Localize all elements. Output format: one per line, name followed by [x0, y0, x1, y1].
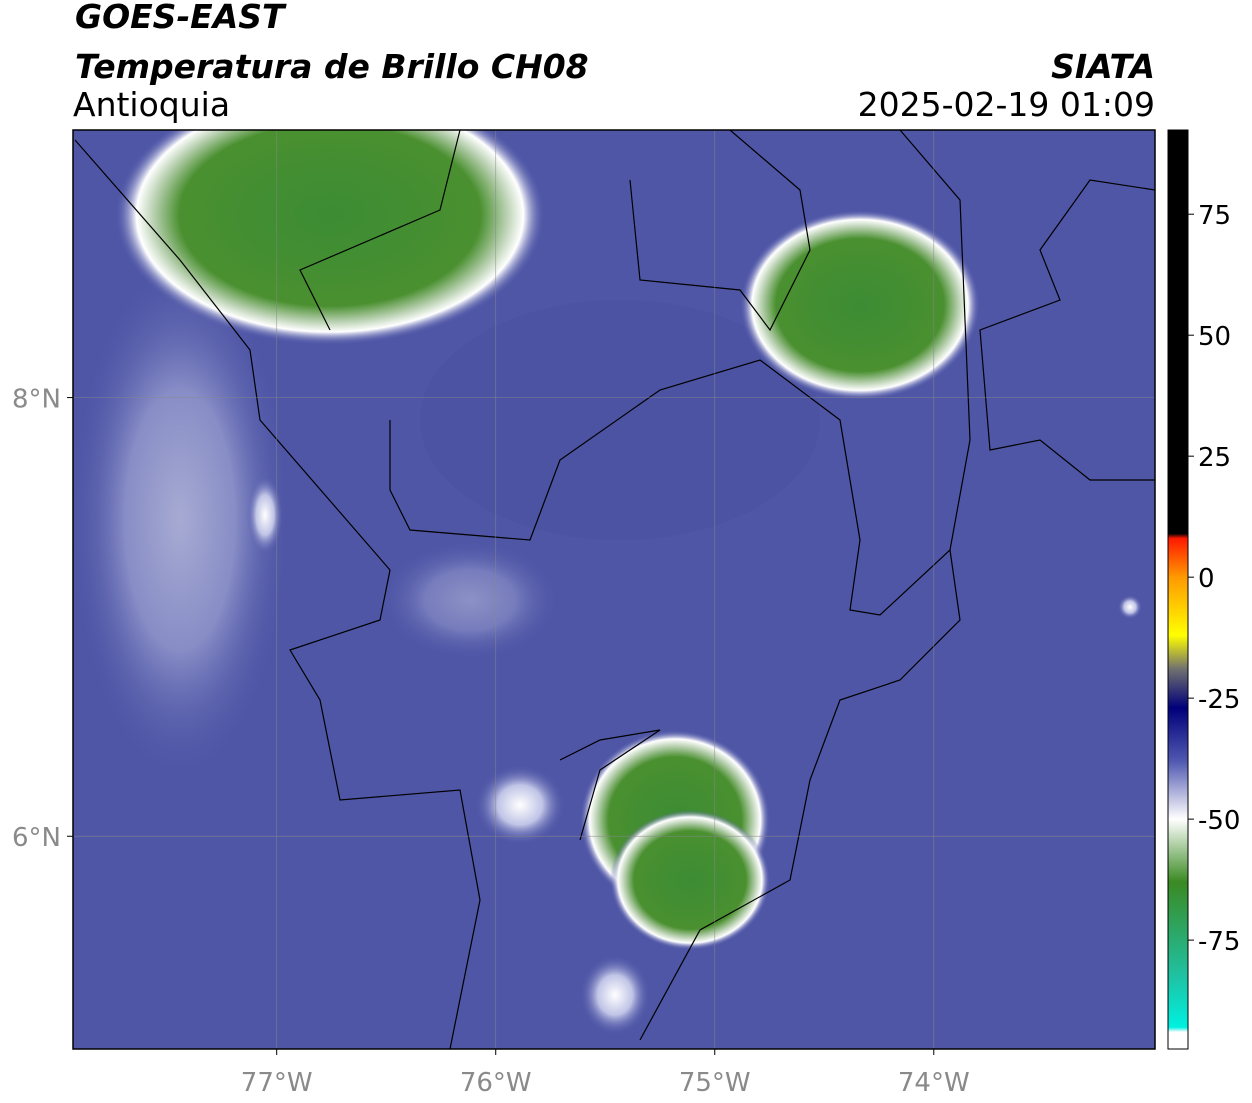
border: [559, 179, 1155, 841]
satellite-title: GOES-EAST: [75, 0, 287, 36]
map-field: [73, 130, 1155, 1049]
x-tick-label: 75°W: [679, 1068, 751, 1098]
y-tick-label: 6°N: [12, 823, 61, 853]
grid: [73, 130, 1155, 1049]
border: [389, 130, 971, 616]
colorbar-tick-label: 25: [1198, 443, 1231, 473]
haze: [73, 260, 290, 780]
cloud: [740, 210, 980, 400]
cloud: [247, 475, 283, 555]
dark-area: [420, 300, 820, 540]
x-tick-label: 74°W: [898, 1068, 970, 1098]
colorbar: [1167, 129, 1189, 1050]
border: [74, 130, 481, 1049]
cloud: [115, 130, 545, 345]
colorbar-tick-label: 0: [1198, 564, 1215, 594]
product-title: Temperatura de Brillo CH08: [75, 47, 589, 86]
cloud: [475, 765, 565, 845]
cloud: [580, 955, 650, 1035]
haze: [380, 540, 560, 660]
region-title: Antioquia: [73, 85, 230, 124]
x-tick-label: 77°W: [241, 1068, 313, 1098]
colorbar-tick-label: -50: [1198, 806, 1240, 836]
colorbar-tick-label: -25: [1198, 685, 1240, 715]
cloud: [610, 810, 770, 950]
y-tick-label: 8°N: [12, 385, 61, 415]
cloud: [1118, 595, 1142, 619]
map-frame: [72, 129, 1156, 1050]
colorbar-tick-label: 50: [1198, 322, 1231, 352]
colorbar-tick-label: 75: [1198, 201, 1231, 231]
colorbar-tick-label: -75: [1198, 927, 1240, 957]
datetime: 2025-02-19 01:09: [858, 85, 1155, 124]
source-title: SIATA: [1051, 47, 1155, 86]
x-tick-label: 76°W: [460, 1068, 532, 1098]
